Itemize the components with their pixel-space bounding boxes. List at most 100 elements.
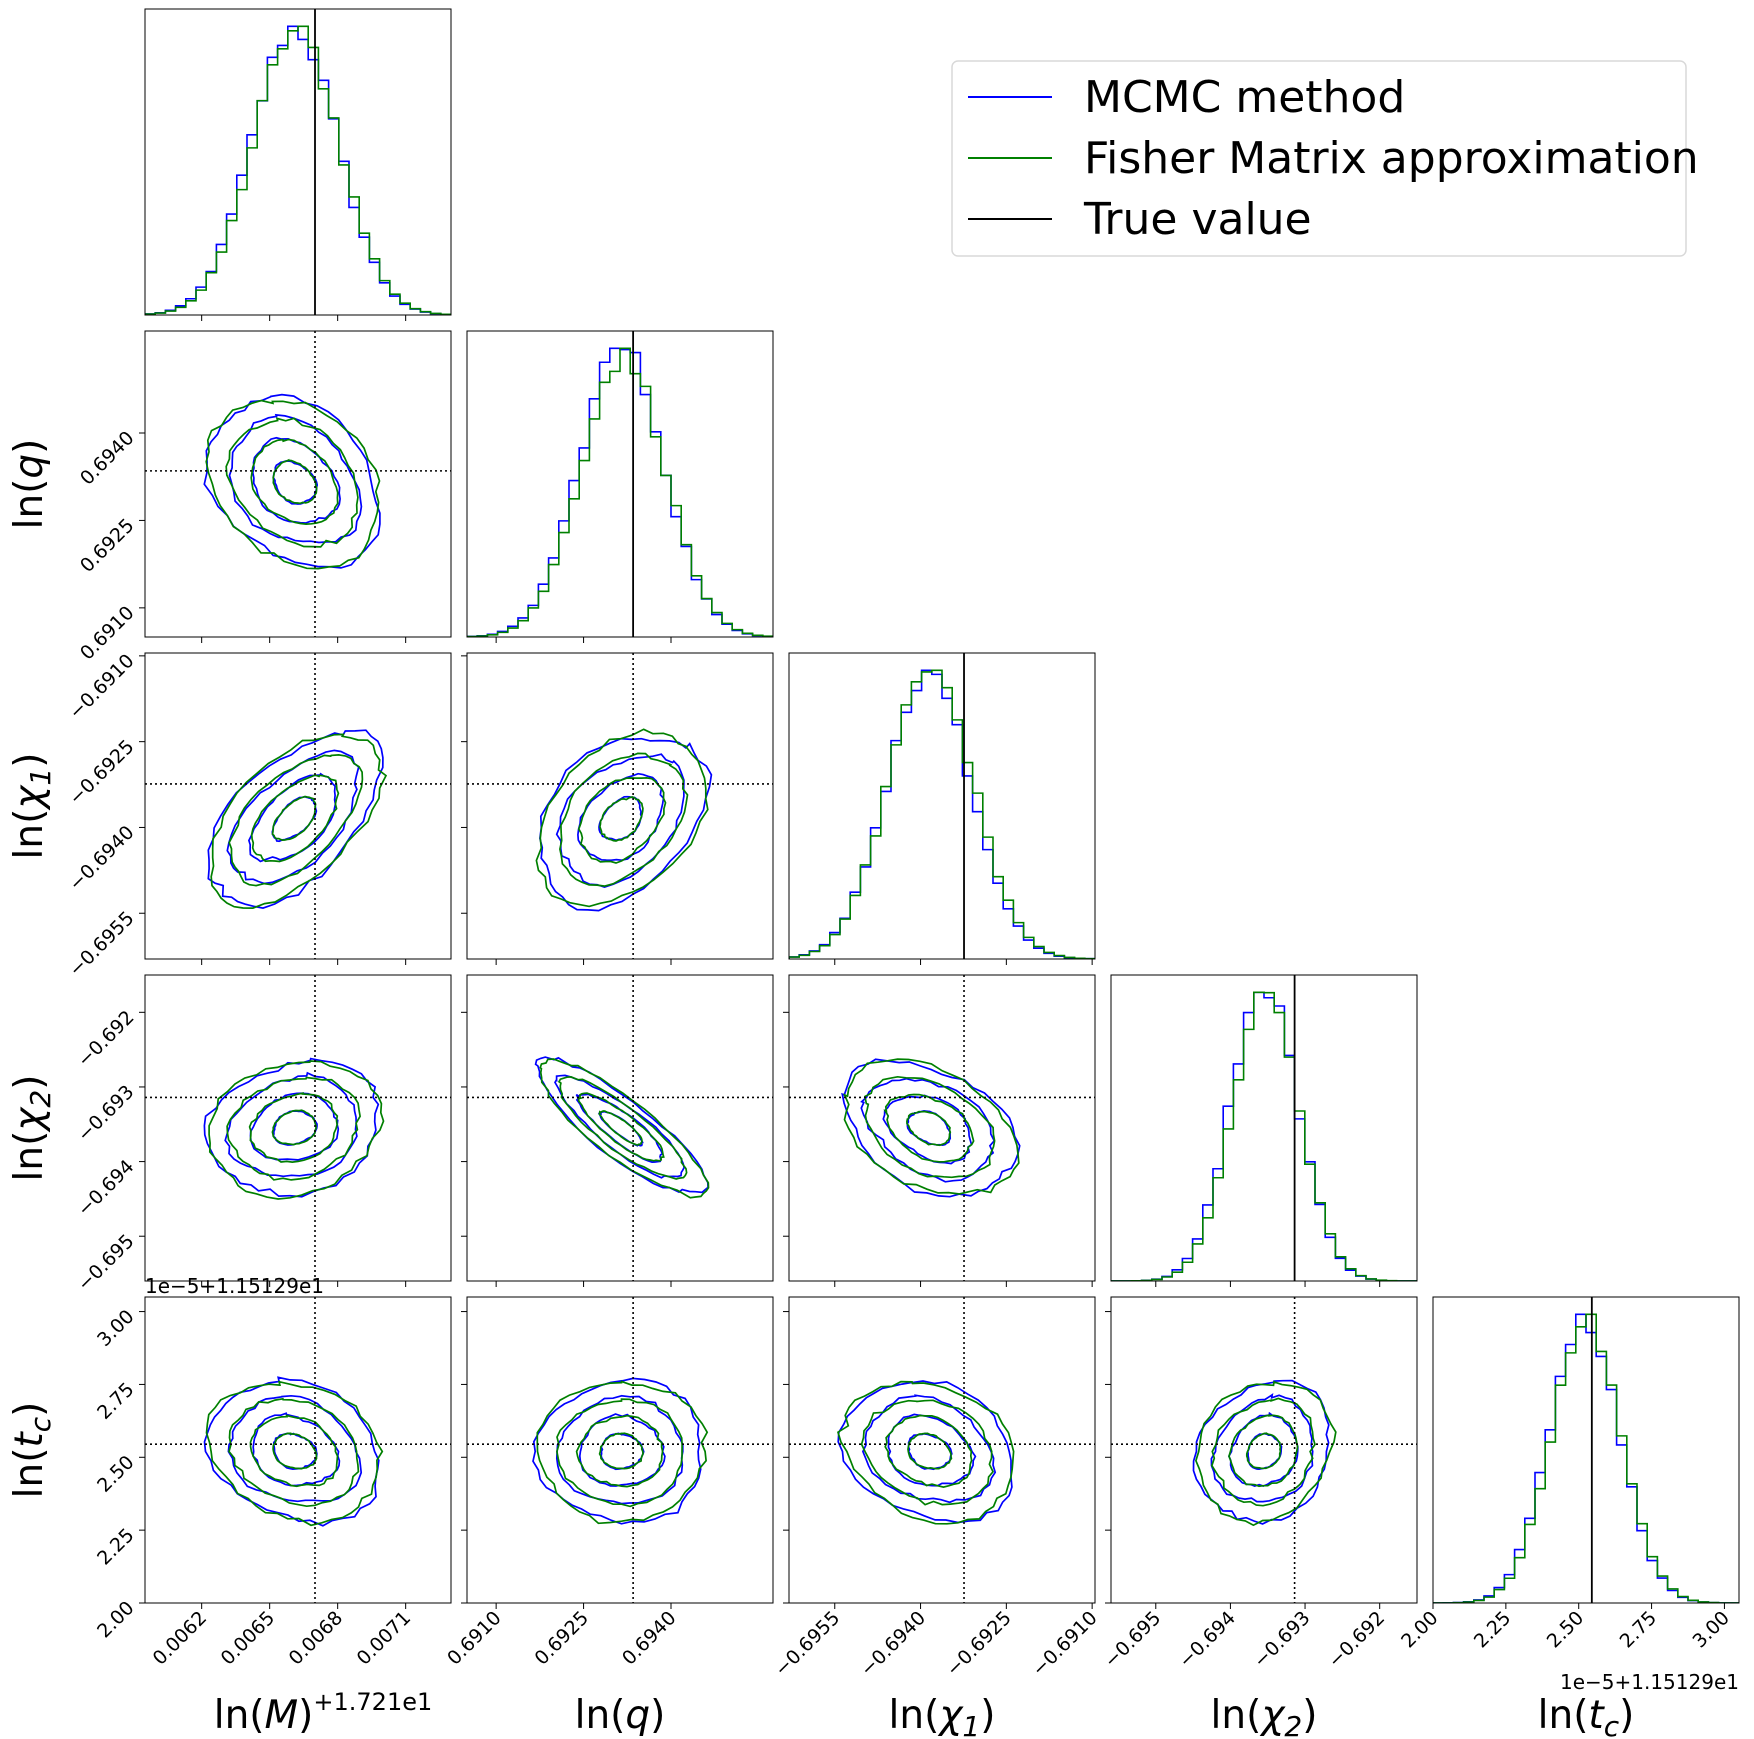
y-offset-label-tc: 1e−5+1.15129e1 (145, 1274, 324, 1298)
legend-frame (951, 60, 1687, 257)
y-axis-label-q: ln(q) (7, 439, 52, 530)
contour-fisher-1.5 (556, 1398, 683, 1508)
contour-mcmc-1 (251, 436, 341, 524)
contour-fisher-2 (205, 399, 381, 570)
panel-tc-tc: 2.00 2.25 2.50 2.75 3.00 (1397, 1296, 1740, 1652)
label-sub: 2 (1284, 1710, 1302, 1739)
contour-mcmc-1 (249, 1092, 340, 1161)
label-var: t (7, 1431, 52, 1448)
contour-fisher-1.5 (559, 752, 689, 887)
contour-mcmc-1 (578, 1413, 666, 1487)
contour-fisher-1.5 (228, 1397, 360, 1508)
y-tick-label-tc: 2.75 (93, 1378, 138, 1423)
label-main: ln( (1211, 1693, 1262, 1738)
x-tick-label-chi2: −0.695 (1100, 1607, 1165, 1672)
panel-frame (1110, 1296, 1418, 1604)
panel-tc-chi1: −0.6955 −0.6940 −0.6925 −0.6910 (770, 1296, 1102, 1681)
panel-chi2-chi2 (1110, 974, 1418, 1287)
label-sub: 2 (24, 1090, 57, 1108)
contour-fisher-0.5 (271, 795, 317, 841)
contour-fisher-1 (577, 1092, 665, 1162)
contour-mcmc-2 (207, 729, 384, 909)
panel-chi1-M: −0.6955 −0.6940 −0.6925 −0.6910 (65, 650, 452, 981)
panel-frame (144, 652, 452, 960)
panel-frame (144, 1296, 452, 1604)
contour-fisher-1 (250, 774, 340, 863)
contour-fisher-1 (248, 1092, 339, 1163)
contour-fisher-1 (884, 1414, 973, 1488)
contour-mcmc-0.5 (598, 795, 643, 842)
label-end: ) (1302, 1693, 1317, 1738)
x-tick-label-M: 0.0065 (217, 1607, 280, 1670)
x-tick-label-chi1: −0.6940 (856, 1607, 930, 1681)
panel-frame (788, 1296, 1096, 1604)
contour-fisher-2 (208, 1060, 385, 1200)
panel-frame (144, 8, 452, 316)
panel-frame (144, 330, 452, 638)
contour-fisher-1.5 (226, 1076, 361, 1181)
label-main: ln( (1538, 1693, 1589, 1738)
contour-fisher-1.5 (1210, 1397, 1316, 1507)
y-tick-label-q: 0.6925 (76, 514, 139, 577)
contour-mcmc-0.5 (907, 1432, 953, 1471)
panel-q-q (466, 330, 774, 643)
label-var: q (7, 454, 52, 479)
contour-fisher-2 (842, 1058, 1020, 1195)
contour-fisher-1 (249, 1414, 339, 1488)
y-tick-label-chi1: −0.6940 (65, 821, 139, 895)
legend-label-0: MCMC method (1084, 72, 1405, 123)
contour-mcmc-0.5 (271, 795, 318, 843)
contour-mcmc-1.5 (554, 1074, 685, 1179)
label-end: ) (1619, 1693, 1634, 1738)
contour-mcmc-0.5 (272, 1432, 318, 1471)
contour-mcmc-1 (1227, 1411, 1299, 1488)
y-tick-label-chi1: −0.6910 (65, 650, 139, 724)
label-main: ln( (889, 1693, 940, 1738)
label-var: t (1588, 1693, 1605, 1738)
x-tick-label-chi2: −0.693 (1249, 1607, 1314, 1672)
y-tick-label-chi2: −0.695 (73, 1230, 138, 1295)
panel-frame (1432, 1296, 1740, 1604)
contour-mcmc-1.5 (1210, 1393, 1314, 1503)
label-var: q (625, 1693, 650, 1738)
hist-mcmc-M (145, 25, 451, 315)
x-tick-label-tc: 2.00 (1397, 1607, 1442, 1652)
label-sub: 1 (24, 768, 57, 786)
panel-frame (788, 974, 1096, 1282)
contour-fisher-2 (205, 1380, 384, 1527)
x-tick-label-q: 0.6925 (531, 1607, 594, 1670)
contour-fisher-1.5 (228, 754, 364, 887)
contour-mcmc-1.5 (227, 1394, 363, 1503)
hist-fisher-chi2 (1111, 991, 1417, 1281)
label-var: χ (7, 784, 52, 811)
panel-frame (788, 652, 1096, 960)
contour-fisher-2 (539, 1058, 710, 1199)
y-tick-label-q: 0.6910 (76, 602, 139, 665)
contour-fisher-0.5 (906, 1110, 952, 1147)
y-tick-label-chi2: −0.692 (73, 1006, 138, 1071)
contour-fisher-1 (575, 1414, 664, 1488)
contour-fisher-0.5 (272, 1432, 318, 1470)
x-tick-label-tc: 2.50 (1543, 1607, 1588, 1652)
hist-fisher-M (145, 25, 451, 315)
contour-fisher-0.5 (272, 458, 318, 505)
x-tick-label-chi1: −0.6955 (770, 1607, 844, 1681)
legend-label-2: True value (1083, 194, 1312, 245)
y-tick-label-chi1: −0.6955 (65, 907, 139, 981)
contour-fisher-0.5 (1245, 1432, 1282, 1470)
contour-fisher-1.5 (860, 1399, 995, 1506)
contour-fisher-0.5 (598, 1110, 643, 1146)
x-axis-label-M: ln(M)+1.721e1 (214, 1688, 433, 1738)
panel-frame (466, 330, 774, 638)
y-tick-label-chi1: −0.6925 (65, 736, 139, 810)
legend: MCMC method Fisher Matrix approximation Tr… (951, 60, 1699, 257)
hist-mcmc-chi1 (789, 669, 1095, 959)
label-end: ) (7, 1075, 52, 1090)
y-axis-label-chi2: ln(χ2) (7, 1075, 57, 1182)
label-sup: +1.721e1 (313, 1688, 432, 1716)
contour-mcmc-1.5 (861, 1394, 997, 1504)
contour-fisher-2 (836, 1380, 1015, 1525)
panel-M-M (144, 8, 452, 321)
x-tick-label-chi2: −0.694 (1175, 1607, 1240, 1672)
